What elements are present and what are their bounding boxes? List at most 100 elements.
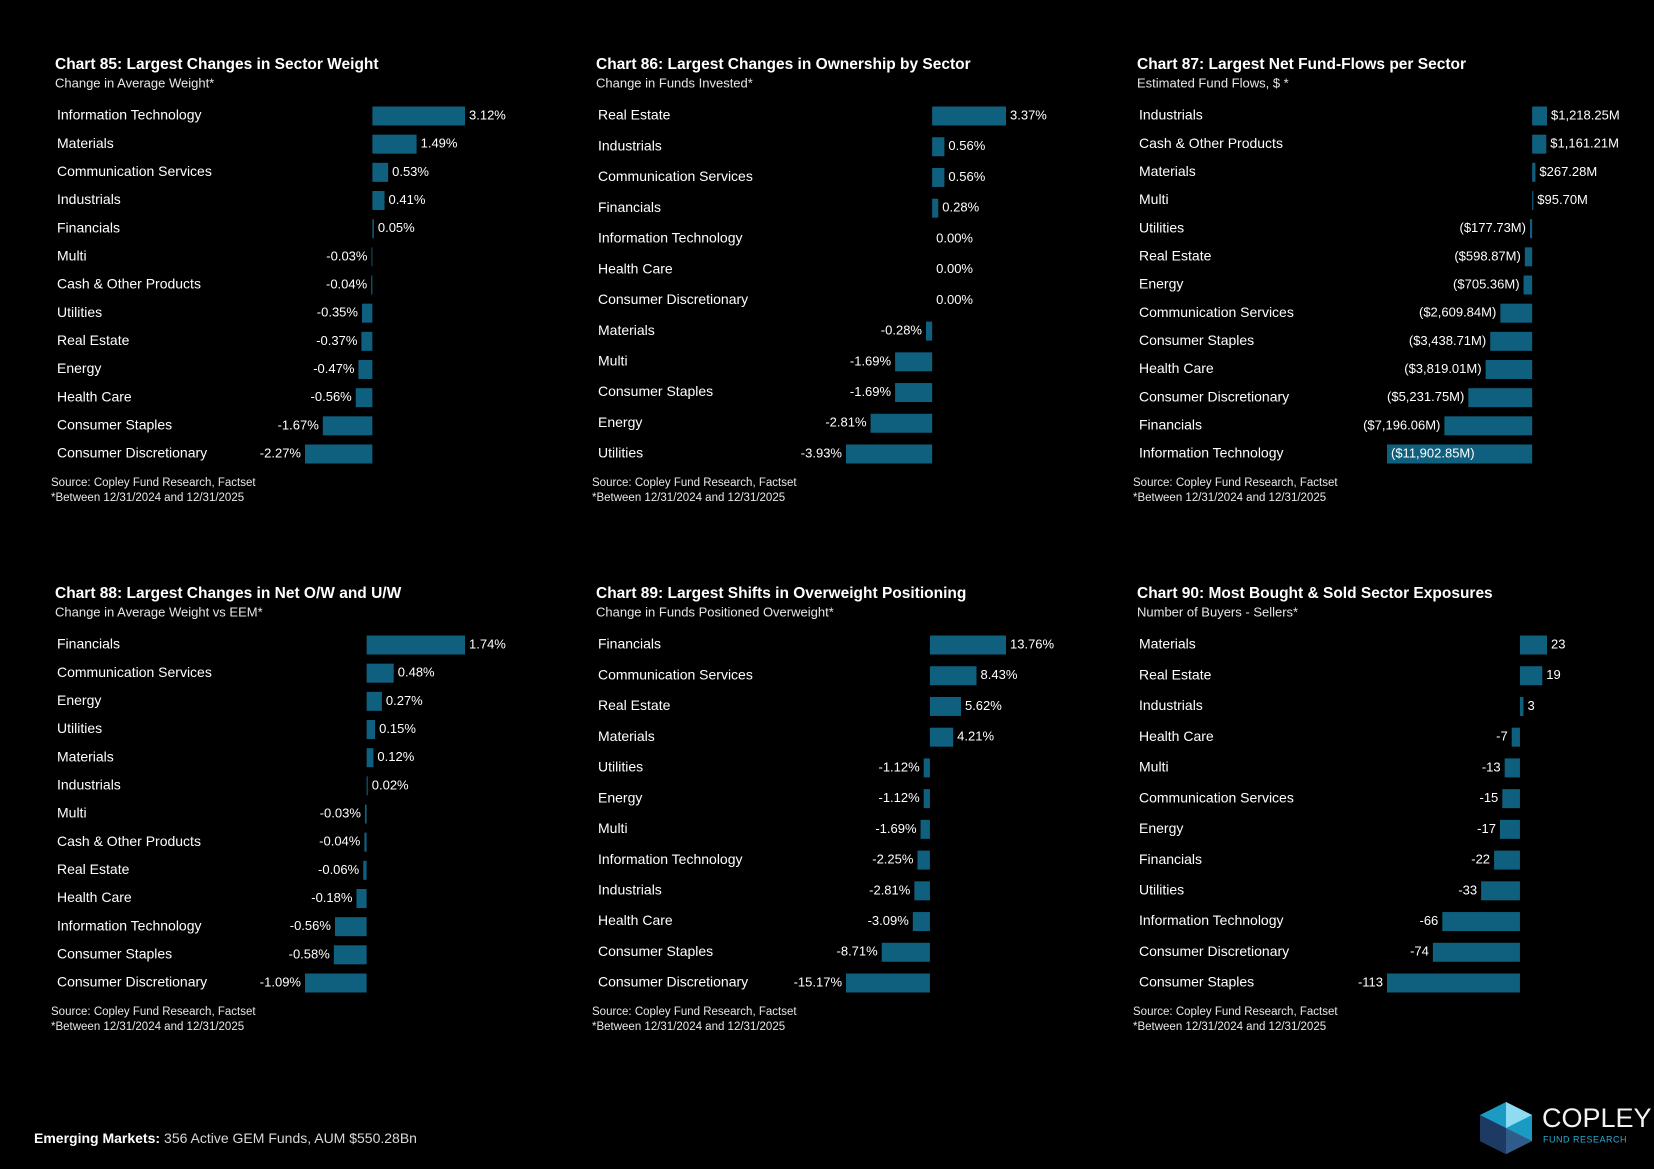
bar [1442, 912, 1520, 932]
value-label: -15.17% [794, 974, 843, 989]
bar [1490, 331, 1533, 351]
value-label: 3.12% [469, 107, 506, 122]
value-label: -113 [1358, 974, 1383, 989]
category-label: Health Care [598, 912, 673, 928]
bar [1532, 134, 1547, 154]
chart-title: Chart 88: Largest Changes in Net O/W and… [55, 585, 402, 602]
category-label: Communication Services [598, 666, 753, 682]
source-note: Source: Copley Fund Research, Factset [1133, 477, 1338, 489]
value-label: $95.70M [1537, 192, 1588, 207]
logo-facet [1480, 1115, 1506, 1154]
value-label: 0.02% [372, 777, 409, 792]
value-label: -0.47% [313, 361, 355, 376]
bar [366, 691, 382, 711]
category-label: Industrials [1139, 697, 1203, 713]
logo-tagline: FUND RESEARCH [1543, 1134, 1627, 1144]
value-label: -17 [1477, 821, 1496, 836]
footer-label: Emerging Markets: [34, 1130, 160, 1146]
chart-title: Chart 89: Largest Shifts in Overweight P… [596, 585, 966, 602]
bar [1532, 106, 1547, 126]
value-label: -1.09% [260, 974, 302, 989]
value-label: 1.49% [421, 136, 458, 151]
category-label: Materials [57, 748, 114, 764]
category-label: Utilities [598, 445, 643, 461]
value-label: -0.04% [319, 834, 361, 849]
category-label: Industrials [1139, 107, 1203, 123]
value-label: 5.62% [965, 698, 1002, 713]
bar [322, 416, 373, 436]
category-label: Utilities [598, 759, 643, 775]
bar [1532, 191, 1534, 210]
bar [372, 134, 417, 154]
chart-subtitle: Estimated Fund Flows, $ * [1137, 75, 1289, 90]
category-label: Consumer Staples [57, 946, 172, 962]
category-label: Financials [1139, 851, 1202, 867]
value-label: 0.15% [379, 721, 416, 736]
chart-subtitle: Number of Buyers - Sellers* [1137, 604, 1298, 619]
value-label: 8.43% [981, 667, 1018, 682]
footer: Emerging Markets: 356 Active GEM Funds, A… [34, 1130, 417, 1146]
bar [371, 275, 373, 295]
bar [1519, 666, 1543, 686]
bar [305, 973, 367, 993]
bar [914, 881, 930, 901]
bar [926, 321, 933, 341]
value-label: -1.12% [879, 790, 921, 805]
bar [895, 352, 933, 372]
category-label: Industrials [57, 191, 121, 207]
chart-title: Chart 90: Most Bought & Sold Sector Expo… [1137, 585, 1493, 602]
category-label: Real Estate [598, 697, 671, 713]
bar [932, 167, 945, 187]
bar [366, 776, 368, 796]
bar [870, 413, 933, 433]
category-label: Real Estate [57, 861, 130, 877]
bar [1432, 942, 1520, 962]
category-label: Financials [57, 636, 120, 652]
category-label: Real Estate [598, 107, 671, 123]
bar [1502, 789, 1520, 809]
value-label: -2.25% [872, 852, 914, 867]
bar [1519, 635, 1547, 655]
bar [355, 388, 373, 408]
logo-facet [1506, 1128, 1532, 1154]
bar [932, 106, 1006, 126]
category-label: Consumer Discretionary [1139, 943, 1289, 959]
category-label: Industrials [57, 777, 121, 793]
bar [881, 942, 930, 962]
bar [923, 789, 930, 809]
chart-subtitle: Change in Funds Positioned Overweight* [596, 604, 834, 619]
value-label: -3.09% [868, 913, 910, 928]
value-label: -22 [1471, 852, 1490, 867]
category-label: Information Technology [57, 107, 202, 123]
bar [358, 360, 373, 379]
logo: COPLEY FUND RESEARCH [1480, 1102, 1652, 1154]
value-label: 0.28% [942, 200, 979, 215]
bar [1387, 973, 1520, 993]
value-label: -0.35% [317, 305, 359, 320]
value-label: 0.05% [378, 220, 415, 235]
value-label: ($3,819.01M) [1404, 361, 1481, 376]
category-label: Multi [598, 820, 628, 836]
category-label: Real Estate [1139, 666, 1212, 682]
value-label: -1.69% [850, 384, 892, 399]
bar [372, 219, 374, 239]
bar [1529, 219, 1533, 239]
bar [929, 696, 961, 716]
category-label: Multi [1139, 191, 1169, 207]
chart-subtitle: Change in Funds Invested* [596, 75, 753, 90]
value-label: ($705.36M) [1453, 276, 1519, 291]
category-label: Multi [598, 353, 628, 369]
date-note: *Between 12/31/2024 and 12/31/2025 [51, 492, 244, 504]
bar [305, 444, 373, 464]
bar [912, 912, 930, 932]
bar [1504, 758, 1520, 778]
category-label: Energy [598, 414, 642, 430]
category-label: Information Technology [598, 851, 743, 867]
bar [932, 198, 939, 218]
bar [1500, 303, 1533, 323]
category-label: Consumer Staples [598, 943, 713, 959]
category-label: Communication Services [598, 168, 753, 184]
value-label: 0.48% [398, 665, 435, 680]
category-label: Energy [1139, 820, 1183, 836]
